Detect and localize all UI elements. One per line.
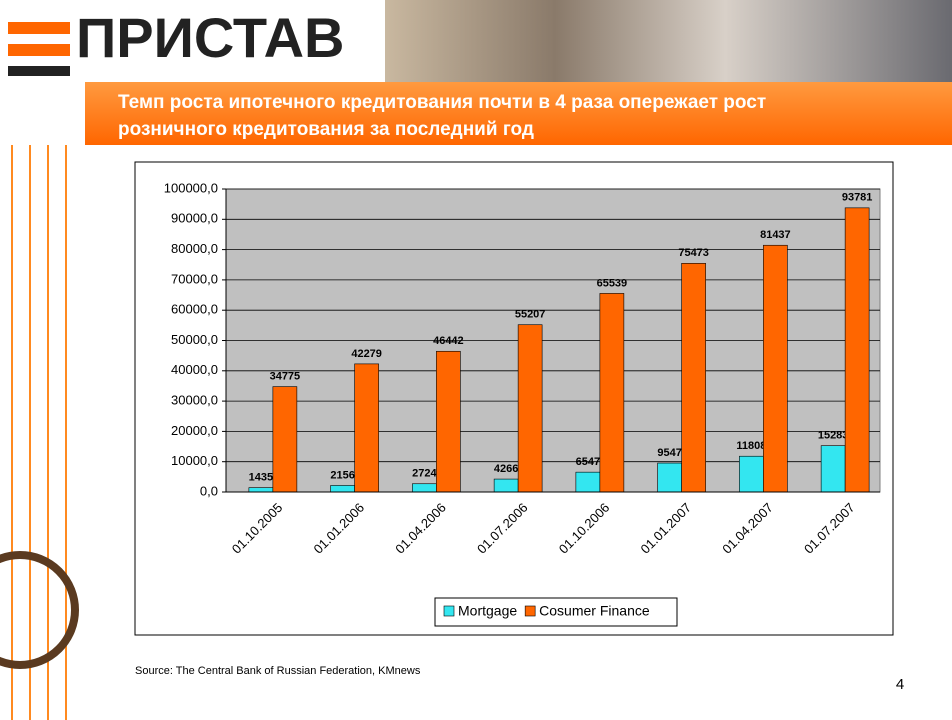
legend-swatch [524, 605, 536, 617]
y-tick-label: 50000,0 [171, 332, 218, 347]
bar [354, 363, 379, 493]
bar [844, 207, 870, 493]
bar [493, 478, 519, 493]
bar [412, 483, 437, 493]
logo-bar [8, 22, 70, 34]
page-number: 4 [896, 676, 904, 693]
bar [575, 471, 601, 493]
bar [330, 485, 355, 493]
data-label: 46442 [433, 335, 464, 347]
data-label: 2156 [330, 469, 354, 481]
y-tick-label: 90000,0 [171, 211, 218, 226]
bar [436, 350, 461, 493]
data-label: 93781 [842, 192, 873, 204]
bar [739, 455, 764, 493]
data-label: 65539 [597, 277, 628, 289]
logo: ПРИСТАВ [76, 6, 344, 69]
y-tick-label: 60000,0 [171, 302, 218, 317]
data-label: 75473 [678, 247, 709, 259]
data-label: 9547 [657, 447, 681, 459]
bar [763, 244, 788, 493]
y-tick-label: 80000,0 [171, 241, 218, 256]
data-label: 81437 [760, 229, 791, 241]
legend-label: Cosumer Finance [539, 603, 650, 619]
data-label: 1435 [249, 472, 273, 484]
slide-title: розничного кредитования за последний год [118, 119, 534, 140]
bar [681, 263, 706, 493]
bar [657, 462, 682, 493]
bar [272, 386, 298, 493]
data-label: 15283 [818, 430, 849, 442]
data-label: 11808 [736, 440, 766, 452]
title-band [85, 82, 952, 145]
legend-label: Mortgage [458, 603, 517, 619]
data-label: 55207 [515, 309, 546, 321]
slide-title: Темп роста ипотечного кредитования почти… [118, 92, 766, 113]
data-label: 42279 [351, 348, 382, 360]
decor-lines [11, 145, 67, 720]
bar [248, 487, 274, 493]
bar [517, 324, 543, 493]
photo-strip [385, 0, 952, 82]
data-label: 4266 [494, 463, 518, 475]
legend-swatch [443, 605, 455, 617]
y-tick-label: 40000,0 [171, 362, 218, 377]
logo-bar [8, 44, 70, 56]
y-tick-label: 20000,0 [171, 423, 218, 438]
bar [599, 293, 625, 493]
y-tick-label: 100000,0 [164, 180, 218, 195]
y-tick-label: 0,0 [200, 483, 218, 498]
logo-bar [8, 66, 70, 76]
y-tick-label: 70000,0 [171, 271, 218, 286]
y-tick-label: 30000,0 [171, 393, 218, 408]
wheel [0, 551, 79, 669]
legend-box [434, 597, 678, 627]
bar [820, 445, 846, 493]
source: Source: The Central Bank of Russian Fede… [135, 665, 421, 677]
y-tick-label: 10000,0 [171, 453, 218, 468]
data-label: 6547 [576, 456, 600, 468]
data-label: 34775 [270, 371, 301, 383]
data-label: 2724 [412, 468, 437, 480]
